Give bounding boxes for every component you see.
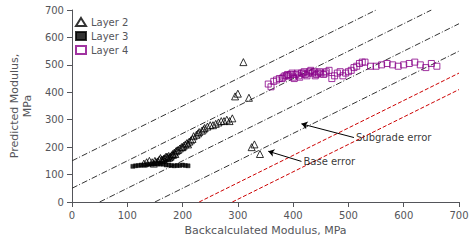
svg-text:400: 400 [284, 210, 303, 221]
svg-text:200: 200 [45, 142, 64, 153]
svg-text:Backcalculated Modulus, MPa: Backcalculated Modulus, MPa [184, 224, 346, 237]
svg-text:500: 500 [339, 210, 358, 221]
svg-text:Base error: Base error [303, 156, 356, 167]
svg-text:100: 100 [45, 169, 64, 180]
svg-text:0: 0 [69, 210, 75, 221]
svg-text:300: 300 [45, 114, 64, 125]
svg-text:200: 200 [173, 210, 192, 221]
svg-text:100: 100 [118, 210, 137, 221]
svg-text:600: 600 [394, 210, 413, 221]
svg-text:500: 500 [45, 59, 64, 70]
svg-text:Predicted Modulus,: Predicted Modulus, [8, 54, 21, 159]
svg-text:Layer 4: Layer 4 [91, 45, 128, 56]
svg-text:700: 700 [45, 5, 64, 16]
svg-text:MPa: MPa [21, 95, 34, 117]
svg-text:600: 600 [45, 32, 64, 43]
svg-text:Subgrade error: Subgrade error [356, 132, 432, 143]
svg-text:700: 700 [449, 210, 468, 221]
svg-text:Layer 3: Layer 3 [91, 31, 128, 42]
svg-text:0: 0 [58, 197, 64, 208]
svg-text:300: 300 [228, 210, 247, 221]
svg-text:Layer 2: Layer 2 [91, 17, 128, 28]
svg-text:400: 400 [45, 87, 64, 98]
